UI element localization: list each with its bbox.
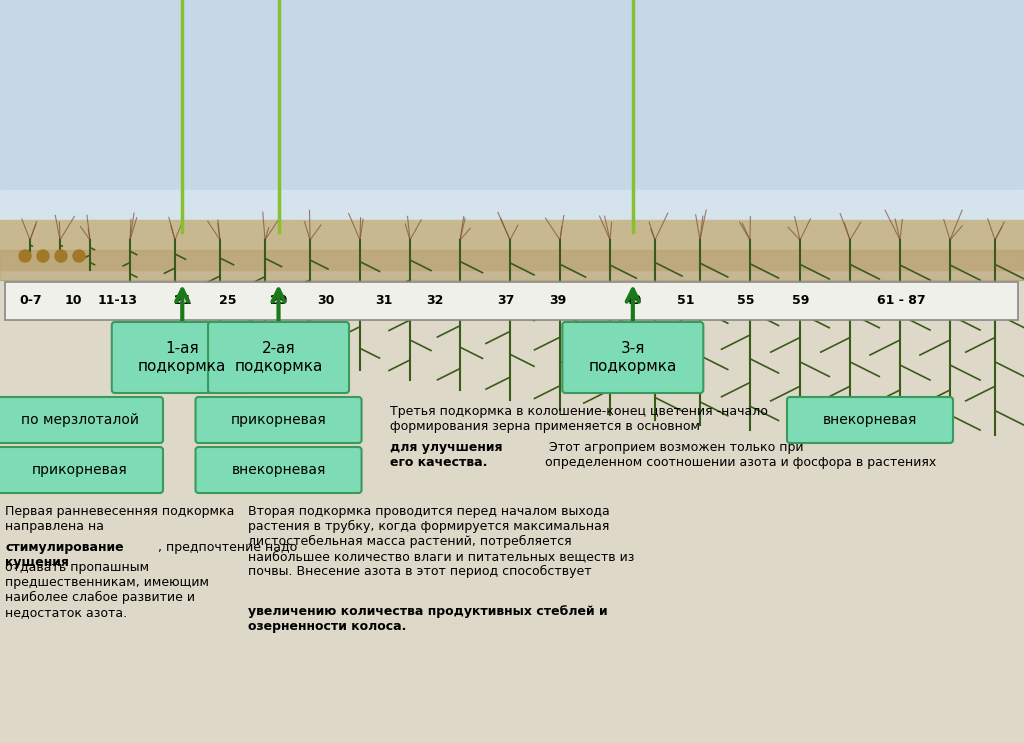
- FancyBboxPatch shape: [0, 447, 163, 493]
- Text: стимулирование
кущения: стимулирование кущения: [5, 541, 124, 569]
- Circle shape: [73, 250, 85, 262]
- FancyBboxPatch shape: [196, 397, 361, 443]
- FancyBboxPatch shape: [112, 322, 253, 393]
- Text: 29: 29: [270, 294, 287, 308]
- Text: Вторая подкормка проводится перед началом выхода
растения в трубку, когда формир: Вторая подкормка проводится перед начало…: [248, 505, 635, 593]
- Text: 55: 55: [736, 294, 755, 308]
- FancyBboxPatch shape: [787, 397, 953, 443]
- Text: 32: 32: [427, 294, 443, 308]
- Text: 11-13: 11-13: [97, 294, 138, 308]
- Text: прикорневая: прикорневая: [32, 463, 128, 477]
- Text: 3-я
подкормка: 3-я подкормка: [589, 341, 677, 374]
- Text: 10: 10: [65, 294, 83, 308]
- Bar: [0, 190, 1024, 230]
- Text: 0-7: 0-7: [19, 294, 42, 308]
- Text: 37: 37: [498, 294, 514, 308]
- Text: 59: 59: [793, 294, 809, 308]
- Text: Первая ранневесенняя подкормка
направлена на: Первая ранневесенняя подкормка направлен…: [5, 505, 234, 533]
- Text: 49: 49: [625, 294, 641, 308]
- Text: 39: 39: [550, 294, 566, 308]
- Text: прикорневая: прикорневая: [230, 413, 327, 427]
- Circle shape: [19, 250, 31, 262]
- Text: 25: 25: [218, 294, 237, 308]
- Text: Этот агроприем возможен только при
определенном соотношении азота и фосфора в ра: Этот агроприем возможен только при опред…: [545, 441, 936, 469]
- Text: 1-ая
подкормка: 1-ая подкормка: [138, 341, 226, 374]
- Bar: [5, 282, 1018, 320]
- Text: 31: 31: [376, 294, 392, 308]
- Text: 2-ая
подкормка: 2-ая подкормка: [234, 341, 323, 374]
- Text: для улучшения
его качества.: для улучшения его качества.: [390, 441, 503, 469]
- Text: 61 - 87: 61 - 87: [877, 294, 926, 308]
- Bar: [0, 0, 1024, 230]
- Circle shape: [55, 250, 67, 262]
- FancyBboxPatch shape: [0, 397, 163, 443]
- Bar: [0, 220, 1024, 270]
- Text: 21: 21: [173, 294, 191, 308]
- FancyBboxPatch shape: [208, 322, 349, 393]
- Text: Третья подкормка в колошение-конец цветения -начало
формирования зерна применяет: Третья подкормка в колошение-конец цвете…: [390, 405, 768, 433]
- Text: по мерзлоталой: по мерзлоталой: [22, 413, 139, 427]
- Bar: [0, 250, 1024, 280]
- Text: внекорневая: внекорневая: [231, 463, 326, 477]
- Text: отдавать пропашным
предшественникам, имеющим
наиболее слабое развитие и
недостат: отдавать пропашным предшественникам, име…: [5, 561, 209, 619]
- Circle shape: [37, 250, 49, 262]
- Text: 30: 30: [317, 294, 334, 308]
- Text: , предпочтение надо: , предпочтение надо: [158, 541, 297, 554]
- Text: внекорневая: внекорневая: [823, 413, 918, 427]
- FancyBboxPatch shape: [196, 447, 361, 493]
- FancyBboxPatch shape: [562, 322, 703, 393]
- Text: 51: 51: [677, 294, 695, 308]
- Text: увеличению количества продуктивных стеблей и
озерненности колоса.: увеличению количества продуктивных стебл…: [248, 605, 607, 633]
